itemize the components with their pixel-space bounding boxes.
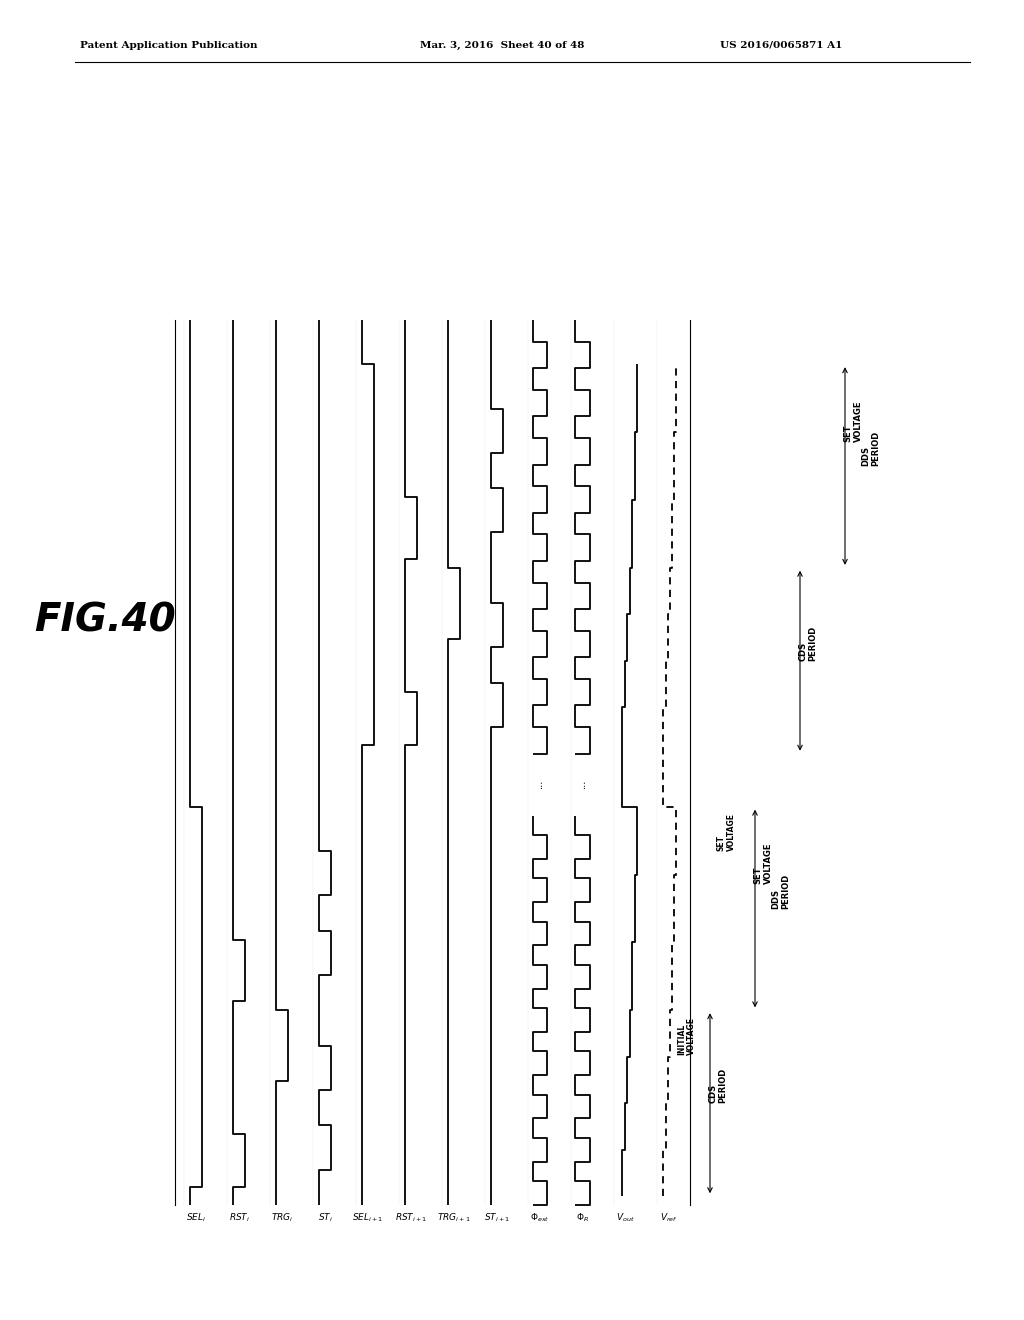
- Text: $SEL_i$: $SEL_i$: [186, 1212, 207, 1225]
- Text: DDS
PERIOD: DDS PERIOD: [861, 430, 881, 466]
- Text: $RST_i$: $RST_i$: [228, 1212, 250, 1225]
- Text: $RST_{i+1}$: $RST_{i+1}$: [395, 1212, 427, 1225]
- Text: CDS
PERIOD: CDS PERIOD: [799, 626, 818, 661]
- Text: $SEL_{i+1}$: $SEL_{i+1}$: [352, 1212, 384, 1225]
- Text: SET
VOLTAGE: SET VOLTAGE: [717, 813, 736, 851]
- Text: ...: ...: [579, 780, 587, 789]
- Text: ...: ...: [536, 780, 545, 789]
- Text: CDS
PERIOD: CDS PERIOD: [709, 1068, 728, 1104]
- Text: $V_{out}$: $V_{out}$: [616, 1212, 635, 1225]
- Text: FIG.40: FIG.40: [34, 601, 176, 639]
- Text: $TRG_{i+1}$: $TRG_{i+1}$: [437, 1212, 471, 1225]
- Text: $TRG_i$: $TRG_i$: [271, 1212, 294, 1225]
- Text: US 2016/0065871 A1: US 2016/0065871 A1: [720, 41, 843, 50]
- Text: SET
VOLTAGE: SET VOLTAGE: [754, 842, 773, 884]
- Text: $\Phi_{ext}$: $\Phi_{ext}$: [530, 1212, 550, 1225]
- Text: $\Phi_R$: $\Phi_R$: [577, 1212, 589, 1225]
- Text: $V_{ref}$: $V_{ref}$: [659, 1212, 678, 1225]
- Text: INITIAL
VOLTAGE: INITIAL VOLTAGE: [677, 1016, 696, 1055]
- Text: $ST_{i+1}$: $ST_{i+1}$: [483, 1212, 510, 1225]
- Text: $ST_i$: $ST_i$: [317, 1212, 333, 1225]
- Text: Mar. 3, 2016  Sheet 40 of 48: Mar. 3, 2016 Sheet 40 of 48: [420, 41, 585, 50]
- Text: Patent Application Publication: Patent Application Publication: [80, 41, 257, 50]
- Text: SET
VOLTAGE: SET VOLTAGE: [844, 400, 862, 442]
- Text: DDS
PERIOD: DDS PERIOD: [771, 874, 791, 908]
